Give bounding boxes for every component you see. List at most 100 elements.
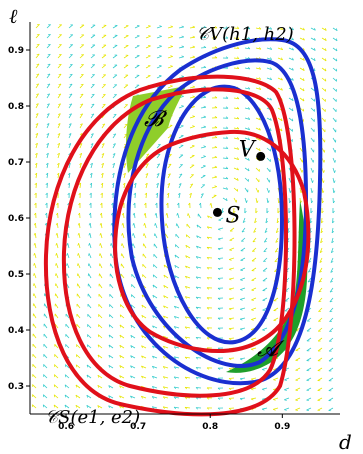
field-arrow — [57, 44, 62, 49]
field-arrow — [273, 397, 279, 400]
field-arrowhead — [292, 67, 294, 71]
field-arrowhead — [34, 212, 36, 216]
field-arrowhead — [47, 73, 51, 76]
field-arrow — [90, 44, 96, 49]
field-arrowhead — [165, 212, 168, 216]
field-arrowhead — [214, 136, 218, 138]
field-arrow — [228, 387, 235, 389]
field-arrowhead — [203, 35, 207, 38]
field-arrowhead — [119, 324, 122, 328]
field-arrow — [90, 173, 93, 179]
field-arrowhead — [192, 115, 195, 117]
field-arrow — [332, 47, 338, 52]
field-arrow — [321, 137, 326, 143]
field-arrow — [229, 237, 235, 241]
field-arrow — [310, 217, 312, 224]
field-arrowhead — [34, 162, 38, 166]
field-arrowhead — [214, 175, 218, 178]
field-arrowhead — [323, 170, 325, 173]
field-arrow — [178, 125, 184, 129]
field-arrow — [109, 304, 114, 309]
field-arrow — [156, 153, 161, 159]
field-arrow — [55, 273, 59, 279]
field-arrowhead — [248, 86, 251, 90]
field-arrowhead — [181, 105, 184, 107]
field-arrow — [123, 74, 129, 79]
field-arrowhead — [152, 355, 155, 359]
field-arrowhead — [268, 190, 270, 193]
field-arrowhead — [214, 165, 218, 168]
field-arrow — [321, 167, 325, 173]
field-arrowhead — [152, 325, 154, 329]
field-arrowhead — [229, 268, 232, 271]
field-arrow — [174, 326, 180, 329]
field-arrowhead — [257, 189, 260, 193]
field-arrow — [196, 316, 202, 319]
field-arrowhead — [331, 230, 335, 234]
field-arrow — [262, 277, 268, 282]
field-arrowhead — [168, 173, 171, 176]
field-arrowhead — [333, 200, 335, 204]
field-arrow — [108, 395, 114, 399]
field-arrowhead — [185, 255, 187, 259]
field-arrow — [101, 44, 107, 49]
field-arrow — [229, 277, 235, 280]
field-arrowhead — [130, 375, 132, 379]
field-arrow — [264, 227, 268, 233]
field-arrow — [217, 257, 224, 259]
x-tick-label: 0.6 — [58, 422, 74, 432]
field-arrowhead — [251, 319, 254, 321]
field-arrowhead — [225, 176, 229, 180]
field-arrowhead — [318, 290, 322, 293]
y-axis-label: ℓ — [9, 4, 18, 28]
field-arrow — [144, 223, 147, 229]
field-arrow — [68, 123, 72, 129]
field-arrow — [273, 407, 279, 410]
field-arrow — [109, 293, 114, 299]
field-arrow — [277, 77, 283, 81]
field-arrow — [228, 327, 235, 330]
field-arrowhead — [190, 183, 193, 186]
field-arrow — [295, 357, 301, 361]
field-arrowhead — [248, 147, 250, 151]
field-arrowhead — [148, 45, 151, 47]
field-arrowhead — [333, 190, 336, 194]
field-arrow — [266, 57, 272, 60]
field-arrowhead — [195, 367, 199, 370]
field-arrowhead — [152, 295, 155, 298]
field-arrow — [229, 267, 235, 270]
field-arrow — [233, 127, 239, 130]
field-arrowhead — [141, 304, 144, 308]
cs-curve-outer — [43, 74, 297, 417]
field-arrow — [330, 267, 334, 273]
field-arrow — [57, 163, 60, 169]
field-arrow — [174, 275, 180, 279]
field-arrow — [299, 187, 302, 193]
field-arrow — [119, 365, 125, 369]
field-arrowhead — [155, 192, 158, 196]
field-arrow — [221, 207, 224, 213]
field-arrow — [288, 47, 294, 51]
field-arrowhead — [163, 295, 165, 299]
field-arrowhead — [123, 163, 127, 165]
field-arrow — [153, 253, 158, 259]
field-arrow — [90, 163, 93, 169]
field-arrow — [32, 404, 37, 409]
field-arrow — [134, 192, 136, 199]
field-arrow — [195, 337, 202, 339]
field-arrow — [244, 107, 250, 110]
field-arrowhead — [195, 387, 199, 390]
field-arrow — [317, 387, 323, 391]
field-arrow — [255, 127, 261, 131]
field-arrowhead — [270, 67, 272, 70]
field-arrowhead — [319, 270, 322, 273]
field-arrowhead — [163, 325, 166, 329]
field-arrow — [68, 113, 72, 119]
field-arrow — [178, 56, 184, 59]
field-arrow — [89, 233, 92, 239]
y-tick-label: 0.5 — [8, 270, 24, 280]
field-arrow — [255, 47, 261, 50]
field-arrow — [156, 193, 159, 199]
field-arrowhead — [90, 162, 93, 165]
field-arrow — [141, 365, 147, 369]
